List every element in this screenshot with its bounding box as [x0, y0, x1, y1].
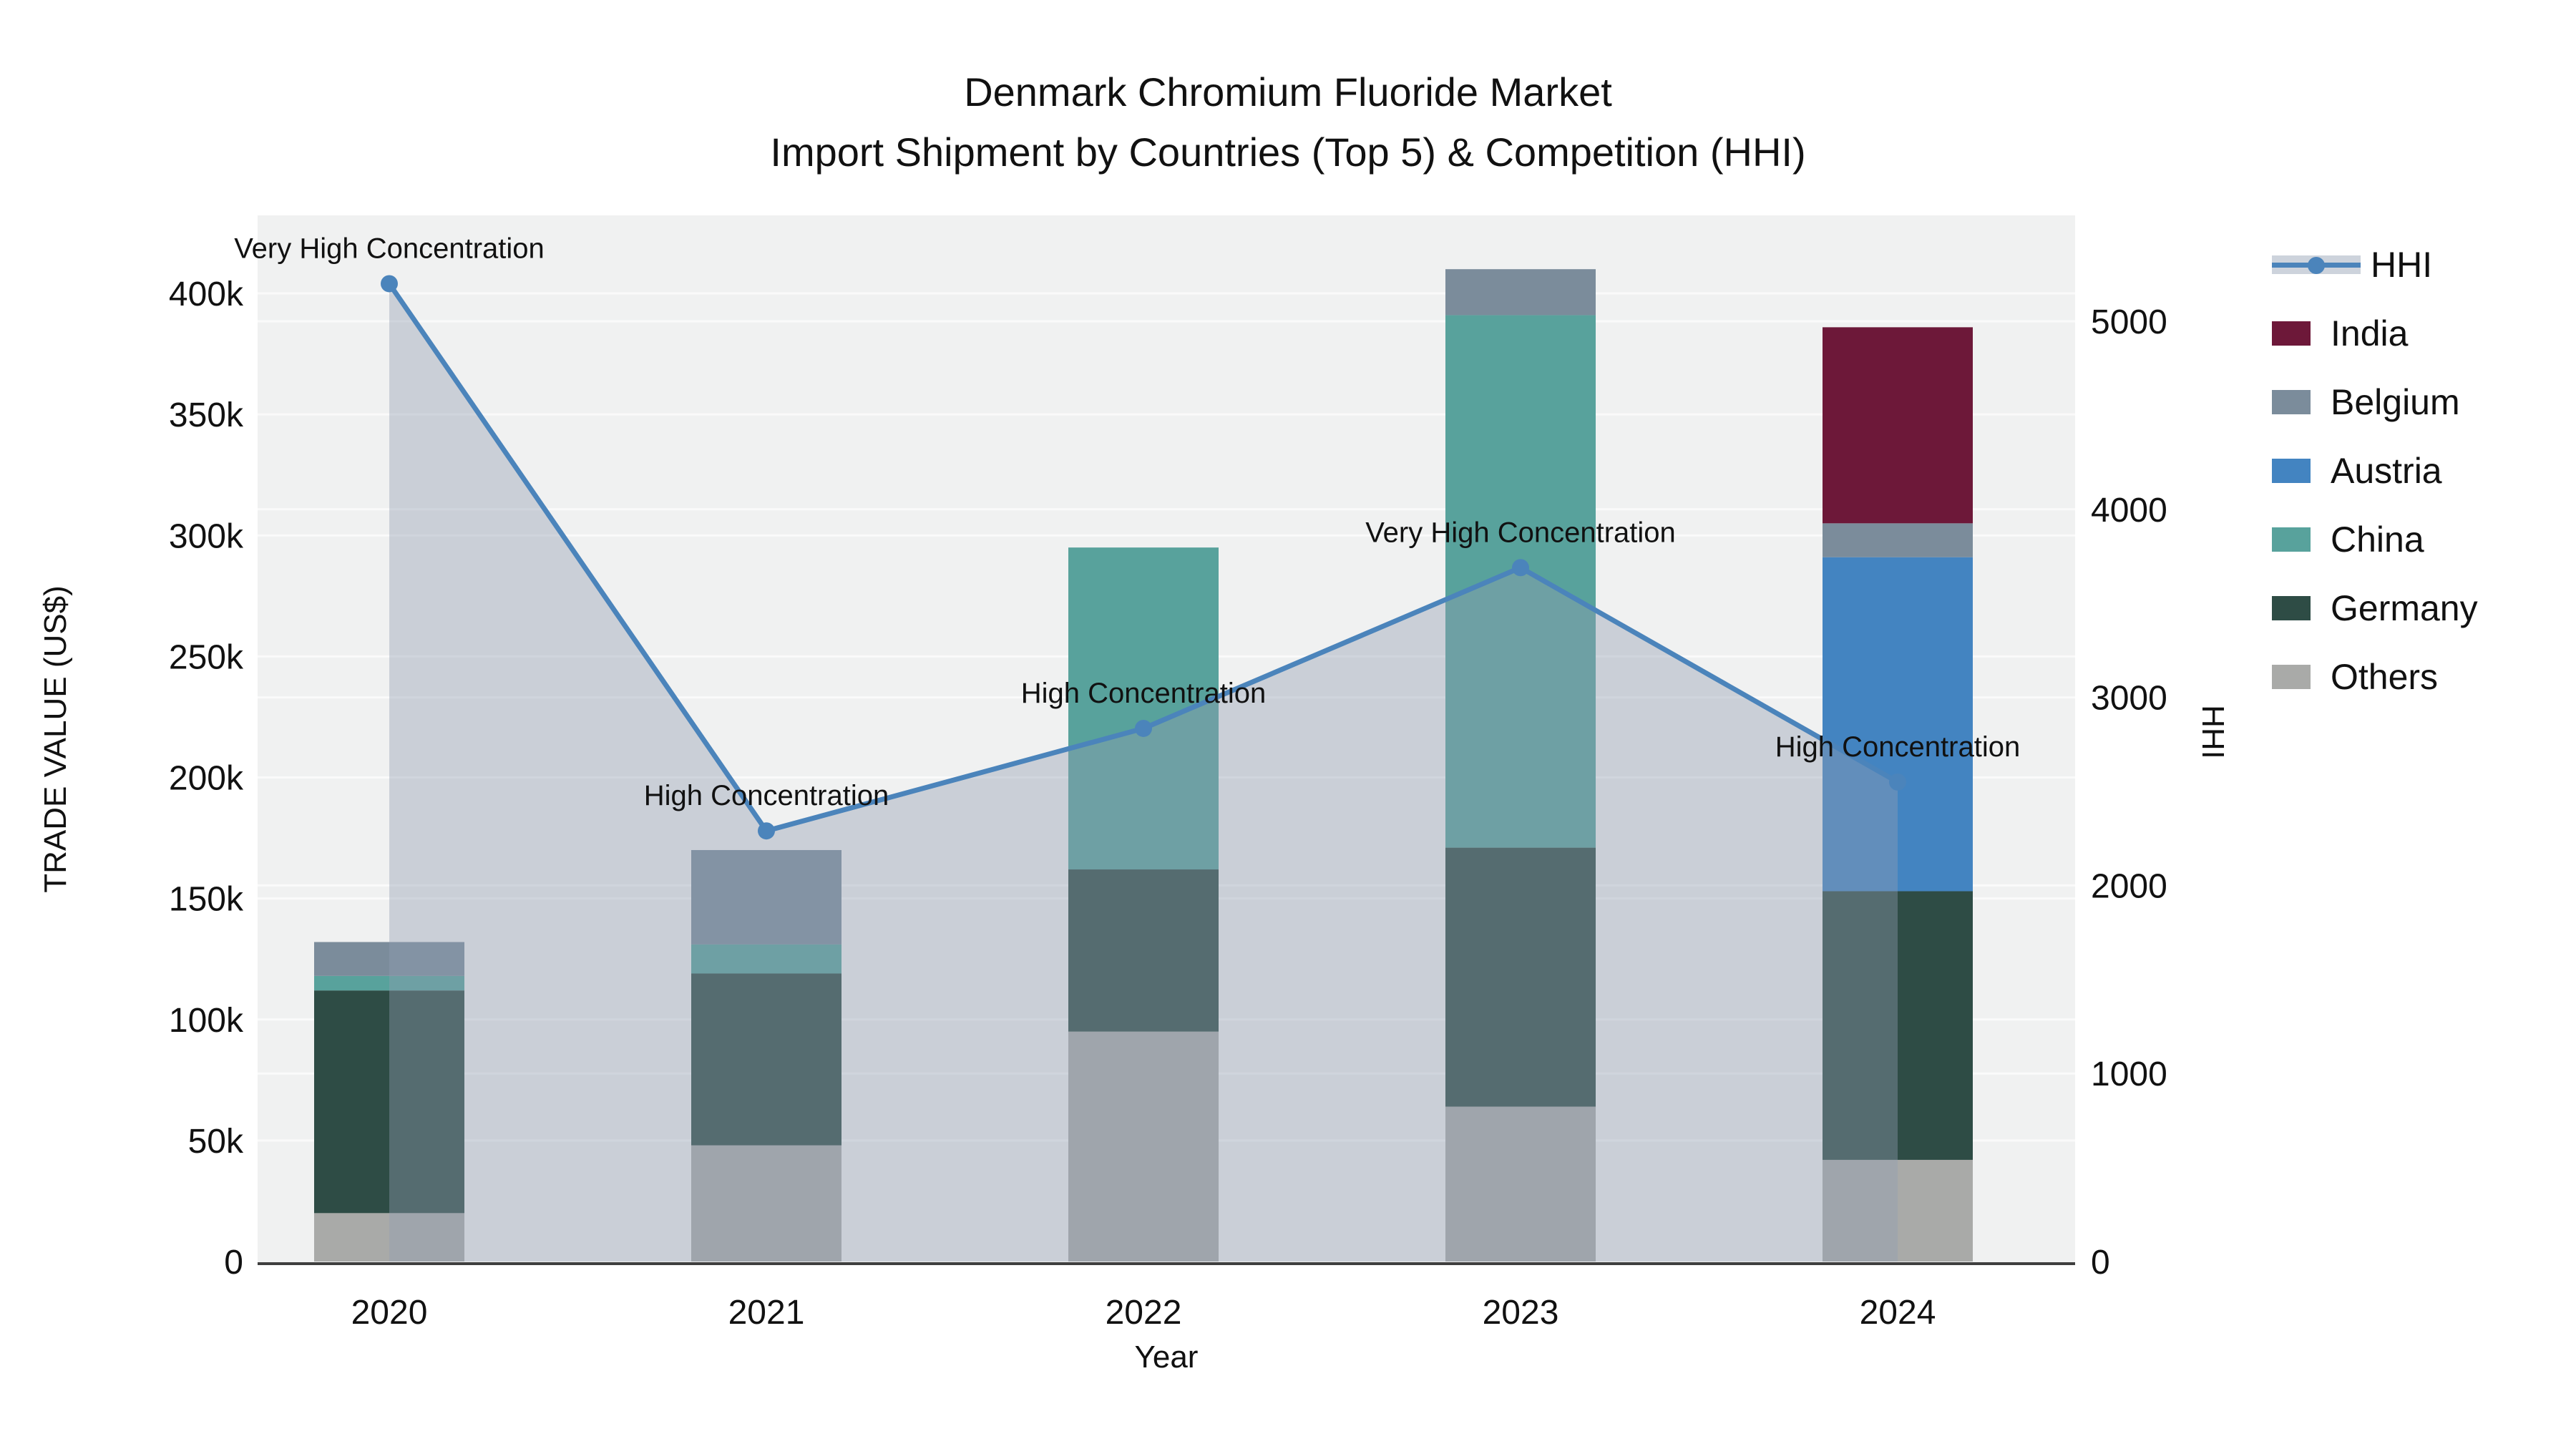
- legend-color-swatch: [2272, 390, 2311, 414]
- right-tick-label: 0: [2091, 1244, 2110, 1282]
- legend-label: Austria: [2331, 451, 2442, 491]
- legend-item-others[interactable]: Others: [2272, 643, 2478, 711]
- legend-label: Germany: [2331, 588, 2478, 628]
- bar-segment-others-2022[interactable]: [1068, 1031, 1219, 1262]
- legend-label: India: [2331, 313, 2409, 353]
- right-tick-label: 5000: [2091, 303, 2167, 341]
- hhi-marker-2023[interactable]: [1512, 559, 1529, 577]
- legend-color-swatch: [2272, 527, 2311, 552]
- legend-color-swatch: [2272, 459, 2311, 483]
- hhi-marker-2022[interactable]: [1135, 719, 1152, 737]
- legend-item-belgium[interactable]: Belgium: [2272, 368, 2478, 436]
- legend-hhi-line-swatch: [2272, 254, 2361, 275]
- right-tick-label: 1000: [2091, 1055, 2167, 1093]
- bar-segment-germany-2024[interactable]: [1823, 891, 1973, 1160]
- left-tick-label: 300k: [169, 517, 244, 555]
- left-tick-label: 150k: [169, 881, 244, 919]
- bar-segment-belgium-2020[interactable]: [314, 942, 464, 976]
- bar-segment-china-2020[interactable]: [314, 975, 464, 991]
- legend-item-hhi[interactable]: HHI: [2272, 230, 2478, 299]
- annotation-2021: High Concentration: [644, 780, 889, 811]
- hhi-marker-swatch: [2308, 257, 2325, 274]
- annotation-2023: Very High Concentration: [1365, 517, 1676, 548]
- hhi-marker-2024[interactable]: [1889, 773, 1906, 791]
- legend-color-swatch: [2272, 321, 2311, 346]
- x-tick-label: 2024: [1860, 1294, 1936, 1332]
- bar-segment-belgium-2024[interactable]: [1823, 523, 1973, 557]
- annotation-2024: High Concentration: [1775, 731, 2020, 763]
- x-tick-label: 2023: [1483, 1294, 1559, 1332]
- left-tick-label: 100k: [169, 1002, 244, 1040]
- bar-segment-belgium-2023[interactable]: [1445, 269, 1596, 316]
- bar-segment-germany-2022[interactable]: [1068, 869, 1219, 1032]
- right-tick-label: 2000: [2091, 867, 2167, 905]
- bar-segment-germany-2023[interactable]: [1445, 847, 1596, 1107]
- left-tick-label: 200k: [169, 760, 244, 798]
- bar-segment-others-2021[interactable]: [691, 1145, 841, 1262]
- left-tick-label: 350k: [169, 396, 244, 434]
- chart-title: Denmark Chromium Fluoride Market: [964, 69, 1612, 114]
- right-tick-label: 3000: [2091, 680, 2167, 718]
- hhi-marker-2021[interactable]: [758, 822, 775, 840]
- legend-color-swatch: [2272, 665, 2311, 689]
- legend: HHI India Belgium Austria China Germany Others: [2272, 230, 2478, 711]
- bar-segment-china-2021[interactable]: [691, 944, 841, 974]
- bar-segment-others-2020[interactable]: [314, 1213, 464, 1262]
- left-tick-label: 400k: [169, 275, 244, 313]
- left-tick-label: 50k: [188, 1123, 244, 1161]
- bar-segment-belgium-2021[interactable]: [691, 849, 841, 945]
- left-tick-label: 250k: [169, 638, 244, 676]
- bar-segment-germany-2020[interactable]: [314, 990, 464, 1214]
- legend-color-swatch: [2272, 596, 2311, 620]
- bar-segment-others-2023[interactable]: [1445, 1106, 1596, 1262]
- legend-item-austria[interactable]: Austria: [2272, 436, 2478, 505]
- x-axis-title: Year: [1134, 1340, 1199, 1375]
- legend-item-germany[interactable]: Germany: [2272, 574, 2478, 643]
- x-tick-label: 2020: [351, 1294, 428, 1332]
- annotation-2022: High Concentration: [1021, 678, 1266, 709]
- chart-subtitle: Import Shipment by Countries (Top 5) & C…: [770, 130, 1806, 175]
- x-tick-label: 2022: [1106, 1294, 1182, 1332]
- bar-segment-germany-2021[interactable]: [691, 973, 841, 1146]
- legend-label: China: [2331, 519, 2424, 560]
- annotation-2020: Very High Concentration: [234, 233, 545, 264]
- right-axis-title: HHI: [2195, 705, 2230, 759]
- left-axis-title: TRADE VALUE (US$): [38, 585, 73, 893]
- hhi-marker-2020[interactable]: [381, 275, 398, 293]
- bar-segment-india-2024[interactable]: [1823, 327, 1973, 524]
- legend-label: HHI: [2371, 245, 2433, 285]
- left-tick-label: 0: [224, 1244, 243, 1282]
- bar-segment-others-2024[interactable]: [1823, 1159, 1973, 1262]
- bar-segment-austria-2024[interactable]: [1823, 557, 1973, 892]
- legend-item-india[interactable]: India: [2272, 299, 2478, 368]
- x-tick-label: 2021: [728, 1294, 805, 1332]
- hhi-area: [389, 283, 1898, 1262]
- right-tick-label: 4000: [2091, 492, 2167, 530]
- legend-label: Belgium: [2331, 382, 2460, 422]
- legend-label: Others: [2331, 657, 2439, 697]
- bar-segment-china-2023[interactable]: [1445, 315, 1596, 848]
- legend-item-china[interactable]: China: [2272, 505, 2478, 574]
